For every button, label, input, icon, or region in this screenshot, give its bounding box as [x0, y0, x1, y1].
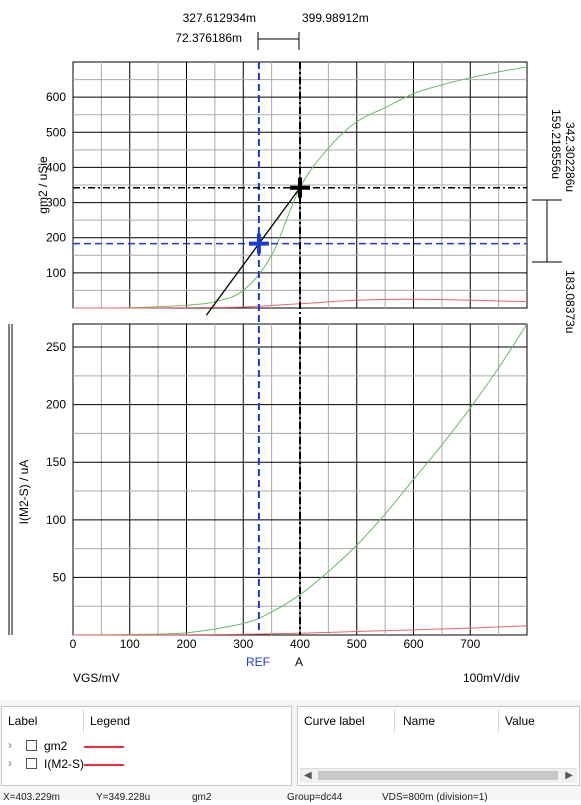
column-divider[interactable]: [83, 709, 84, 733]
legend-legend-header[interactable]: Legend: [90, 714, 131, 728]
legend-row-gm2[interactable]: › gm2: [2, 738, 291, 756]
status-x: X=403.229m: [3, 792, 60, 803]
scroll-left-icon[interactable]: ◀: [304, 770, 312, 781]
horizontal-scrollbar[interactable]: ◀ ▶: [300, 768, 577, 783]
legend-item-label: I(M2-S): [44, 757, 84, 771]
value-header[interactable]: Value: [505, 714, 535, 728]
x-tick-label: 700: [460, 637, 480, 651]
scrollbar-thumb[interactable]: [318, 771, 558, 780]
cursor-delta-readout: 72.376186m: [175, 31, 242, 45]
y-tick-label: 250: [46, 340, 66, 354]
x-division-label: 100mV/div: [463, 671, 520, 685]
legend-row-i-m2-s[interactable]: › I(M2-S): [2, 756, 291, 774]
status-bar: X=403.229m Y=349.228u gm2 Group=dc44 VDS…: [0, 791, 581, 805]
y-tick-label: 300: [46, 196, 66, 210]
status-curve: gm2: [192, 792, 212, 803]
status-vds: VDS=800m (division=1): [382, 792, 488, 803]
x-tick-label: 500: [347, 637, 367, 651]
column-divider[interactable]: [394, 709, 395, 733]
curve-panel: Curve label Name Value ◀ ▶: [297, 706, 580, 786]
x-tick-label: 600: [403, 637, 423, 651]
x-tick-label: 200: [176, 637, 196, 651]
y-tick-label: 100: [46, 513, 66, 527]
chevron-right-icon[interactable]: ›: [8, 756, 12, 770]
x-tick-label: 100: [120, 637, 140, 651]
a-cursor-label[interactable]: A: [295, 655, 303, 669]
legend-swatch: [84, 746, 124, 748]
y-tick-label: 100: [46, 266, 66, 280]
chevron-right-icon[interactable]: ›: [8, 738, 12, 752]
y-tick-label: 200: [46, 398, 66, 412]
y-tick-label: 200: [46, 231, 66, 245]
ref-cursor-label[interactable]: REF: [246, 655, 270, 669]
a-cursor-x-readout: 399.98912m: [302, 11, 369, 25]
series-line[interactable]: [72, 323, 528, 636]
scroll-right-icon[interactable]: ▶: [565, 770, 573, 781]
x-tick-label: 300: [233, 637, 253, 651]
a-cursor-y-readout: 342.302286u: [563, 122, 577, 192]
bottom-y-axis-label: I(M2-S) / uA: [17, 460, 31, 525]
waveform-plot[interactable]: 100 200 300 400 500 600 50 100 150 200 250 0 100 200 3…: [0, 0, 581, 700]
x-axis-label: VGS/mV: [73, 671, 120, 685]
status-y: Y=349.228u: [96, 792, 151, 803]
x-tick-label: 400: [290, 637, 310, 651]
legend-item-label: gm2: [44, 739, 68, 753]
y-tick-label: 150: [46, 455, 66, 469]
cursor-dy-readout: 159.218556u: [549, 109, 563, 179]
status-group: Group=dc44: [287, 792, 343, 803]
y-tick-label: 500: [46, 125, 66, 139]
top-y-axis-label: gm2 / uSie: [36, 156, 50, 214]
bottom-panels: Label Legend › gm2 › I(M2-S) Curve label…: [0, 700, 581, 803]
series-line[interactable]: [72, 625, 528, 636]
legend-swatch: [84, 764, 124, 766]
y-tick-label: 400: [46, 160, 66, 174]
y-tick-label: 600: [46, 90, 66, 104]
y-tick-label: 50: [53, 570, 67, 584]
legend-panel: Label Legend › gm2 › I(M2-S): [1, 706, 292, 786]
series-line[interactable]: [72, 66, 528, 309]
column-divider[interactable]: [498, 709, 499, 733]
x-tick-label: 0: [70, 637, 77, 651]
curve-label-header[interactable]: Curve label: [304, 714, 365, 728]
ref-cursor-y-readout: 183.08373u: [563, 270, 577, 333]
tangent-line: [205, 187, 301, 316]
legend-label-header[interactable]: Label: [8, 714, 38, 728]
legend-checkbox[interactable]: [26, 758, 37, 769]
legend-checkbox[interactable]: [26, 740, 37, 751]
name-header[interactable]: Name: [403, 714, 436, 728]
ref-cursor-x-readout: 327.612934m: [183, 11, 256, 25]
